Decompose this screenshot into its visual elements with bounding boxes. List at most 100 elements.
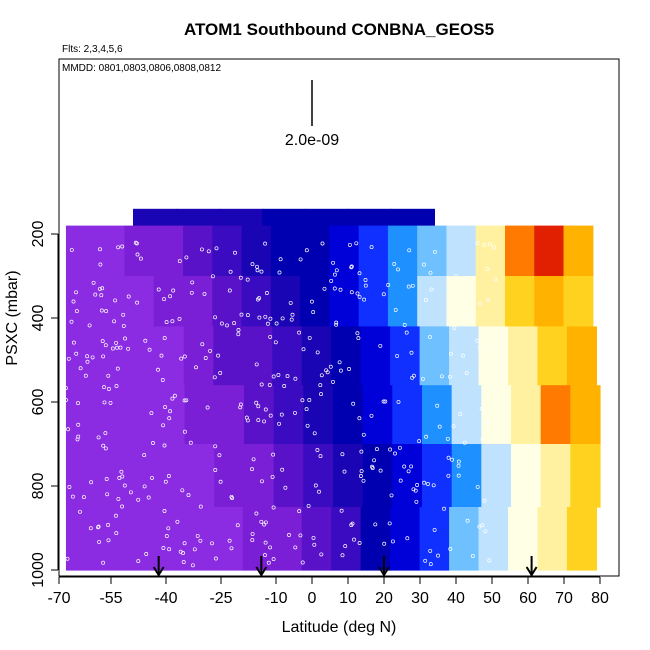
observation-marker: [268, 545, 273, 550]
heatmap-cell: [540, 385, 571, 445]
observation-marker: [428, 548, 433, 553]
observation-marker: [96, 524, 101, 529]
observation-marker: [255, 268, 260, 273]
heatmap-cell: [242, 507, 273, 571]
observation-marker: [477, 524, 482, 529]
observation-marker: [250, 538, 255, 543]
observation-marker: [216, 353, 221, 358]
observation-marker: [83, 373, 88, 378]
observation-marker: [96, 435, 101, 440]
observation-marker: [78, 509, 82, 514]
observation-marker: [378, 468, 383, 473]
heatmap-cell: [133, 208, 177, 227]
heatmap-cell: [329, 276, 360, 327]
arrow-marker: [255, 566, 268, 577]
heatmap-cell: [65, 385, 97, 445]
observation-marker: [420, 376, 425, 381]
observation-marker: [450, 457, 454, 462]
observation-marker: [342, 469, 347, 474]
observation-marker: [170, 319, 175, 324]
observation-marker: [214, 246, 219, 251]
observation-marker: [256, 404, 261, 409]
observation-marker: [293, 545, 298, 550]
heatmap-cell: [214, 444, 245, 508]
observation-marker: [255, 297, 260, 302]
observation-marker: [373, 522, 378, 527]
observation-marker: [271, 505, 276, 510]
x-tick-label: 20: [375, 590, 393, 607]
heatmap-cell: [566, 507, 597, 571]
observation-marker: [114, 531, 119, 536]
observation-marker: [322, 286, 327, 291]
observation-marker: [151, 441, 155, 445]
observation-marker: [458, 412, 463, 417]
y-tick-label: 1000: [30, 552, 47, 588]
heatmap-cell: [540, 444, 571, 508]
observation-marker: [74, 290, 79, 295]
heatmap-cell: [95, 444, 126, 508]
observation-marker: [65, 556, 70, 561]
heatmap-cell: [183, 507, 214, 571]
observation-marker: [263, 553, 267, 558]
observation-marker: [451, 424, 456, 429]
observation-marker: [464, 370, 469, 375]
observation-marker: [318, 383, 323, 388]
plot-frame: [58, 58, 620, 577]
observation-marker: [328, 364, 333, 369]
observation-marker: [168, 409, 173, 414]
observation-marker: [393, 451, 397, 456]
observation-marker: [177, 259, 182, 264]
observation-marker: [104, 309, 109, 314]
observation-marker: [361, 432, 366, 437]
heatmap-cell: [243, 385, 275, 445]
observation-marker: [236, 332, 241, 337]
x-tick-label: 50: [483, 590, 501, 607]
observation-marker: [405, 536, 410, 541]
observation-marker: [359, 449, 364, 454]
observation-marker: [270, 474, 275, 479]
observation-marker: [404, 330, 409, 335]
observation-marker: [254, 362, 259, 367]
heatmap-cell: [449, 507, 480, 571]
observation-marker: [250, 467, 254, 472]
heatmap-cell: [270, 276, 301, 327]
heatmap-cell: [65, 326, 96, 386]
observation-marker: [414, 499, 419, 504]
observation-marker: [76, 401, 80, 406]
observation-marker: [358, 474, 363, 478]
observation-marker: [315, 350, 320, 355]
observation-marker: [334, 268, 339, 273]
observation-marker: [338, 368, 343, 373]
observation-marker: [164, 534, 169, 538]
observation-marker: [271, 452, 276, 457]
observation-marker: [338, 287, 343, 292]
observation-marker: [120, 504, 125, 509]
observation-marker: [357, 271, 362, 276]
observation-marker: [184, 398, 189, 403]
heatmap-cell: [212, 225, 243, 277]
observation-marker: [448, 547, 453, 551]
heatmap-cell: [332, 385, 364, 445]
observation-marker: [271, 557, 276, 562]
heatmap-cell: [154, 385, 186, 445]
observation-marker: [280, 467, 285, 472]
observation-marker: [382, 541, 387, 546]
observation-marker: [356, 336, 361, 341]
observation-marker: [429, 287, 434, 292]
heatmap-cell: [300, 276, 330, 327]
observation-marker: [417, 439, 422, 444]
observation-marker: [144, 552, 149, 556]
y-tick-label: 200: [30, 221, 47, 248]
heatmap-cell: [183, 225, 213, 277]
heatmap-cell: [570, 444, 601, 508]
observation-marker: [331, 260, 336, 265]
observation-marker: [397, 445, 402, 450]
heatmap-cell: [154, 444, 186, 508]
observation-marker: [315, 448, 320, 452]
observation-marker: [300, 398, 305, 403]
observation-marker: [297, 509, 302, 514]
observation-marker: [320, 241, 325, 246]
observation-marker: [106, 523, 111, 527]
observation-marker: [311, 310, 316, 315]
observation-marker: [146, 495, 151, 500]
